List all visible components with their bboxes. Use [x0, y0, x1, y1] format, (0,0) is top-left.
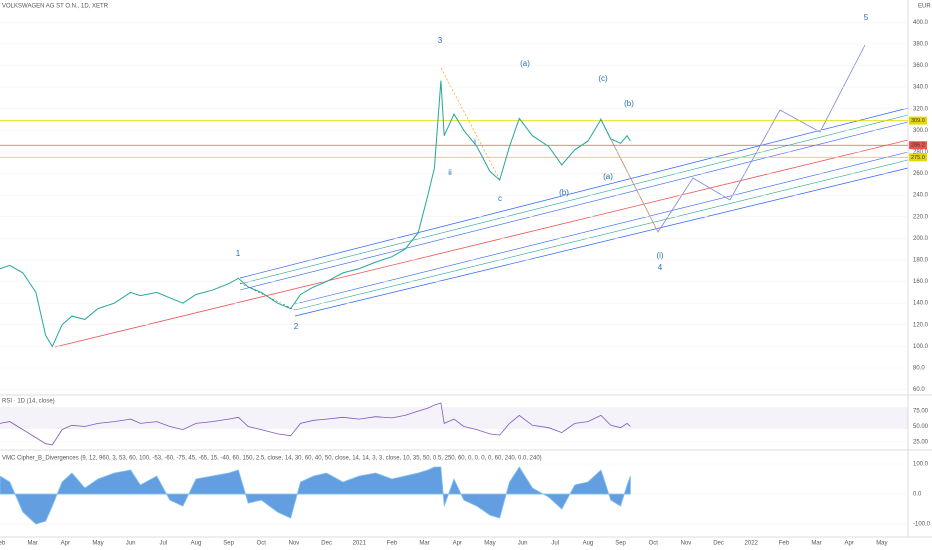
x-tick-label: May: [484, 541, 495, 547]
x-tick-label: Feb: [779, 541, 790, 547]
y-tick-label: 240.0: [913, 193, 929, 199]
y-tick-label: 160.0: [913, 279, 929, 285]
fib-line: [440, 67, 501, 181]
price-label: 309.0: [911, 118, 925, 124]
channel-line: [239, 107, 909, 279]
y-tick-label: 340.0: [913, 85, 929, 91]
x-tick-label: Sep: [615, 541, 626, 547]
cipher-title: VMC Cipher_B_Divergences (9, 12, 960, 3,…: [2, 456, 542, 462]
channel-line: [239, 121, 909, 291]
y-tick-label: 400.0: [913, 20, 929, 26]
x-tick-label: Jun: [126, 541, 136, 547]
y-tick-label: 50.00: [913, 424, 929, 430]
y-tick-label: 25.00: [913, 439, 929, 445]
projection: [599, 44, 866, 233]
x-tick-label: Nov: [289, 541, 300, 547]
y-tick-label: 80.0: [913, 366, 925, 372]
rsi-band: [0, 407, 908, 429]
x-tick-label: May: [876, 541, 887, 547]
x-tick-label: 2021: [353, 541, 367, 547]
wave-label: (b): [624, 99, 634, 108]
y-tick-label: 260.0: [913, 171, 929, 177]
y-tick-label: 0.0: [913, 492, 922, 498]
wave-label: 5: [864, 13, 869, 22]
x-tick-label: Dec: [713, 541, 724, 547]
y-tick-label: -100.0: [913, 522, 931, 528]
cipher-area: [0, 466, 631, 525]
x-tick-label: Apr: [61, 541, 70, 547]
price-line: [0, 80, 631, 348]
y-tick-label: 300.0: [913, 128, 929, 134]
x-tick-label: Apr: [845, 541, 854, 547]
channel-line: [294, 159, 909, 311]
price-label-box: [909, 141, 927, 150]
wave-label: 3: [438, 36, 443, 45]
y-tick-label: 200.0: [913, 236, 929, 242]
trend-line: [54, 139, 909, 348]
wave-label: (c): [598, 74, 608, 83]
price-label-box: [909, 116, 927, 125]
y-tick-label: 380.0: [913, 41, 929, 47]
y-tick-label: 320.0: [913, 106, 929, 112]
x-tick-label: Aug: [191, 541, 202, 547]
y-tick-label: 120.0: [913, 322, 929, 328]
x-tick-label: Sep: [223, 541, 234, 547]
x-tick-label: Mar: [811, 541, 821, 547]
rsi-title: RSI · 1D (14, close): [2, 399, 55, 405]
x-tick-label: Oct: [257, 541, 267, 547]
y-tick-label: 180.0: [913, 258, 929, 264]
wave-label: (a): [520, 59, 530, 68]
wave-label: (b): [559, 188, 569, 197]
y-tick-label: 100.0: [913, 462, 929, 468]
wave-label: 4: [658, 263, 663, 272]
price-label: 275.0: [911, 155, 925, 161]
x-tick-label: Nov: [681, 541, 692, 547]
x-tick-label: May: [92, 541, 103, 547]
y-tick-label: 360.0: [913, 63, 929, 69]
x-tick-label: Mar: [419, 541, 429, 547]
x-tick-label: Jun: [518, 541, 528, 547]
x-tick-label: Feb: [0, 541, 6, 547]
x-tick-label: 2022: [745, 541, 759, 547]
price-label-box: [909, 153, 927, 162]
wave-label: (i): [656, 251, 663, 260]
x-tick-label: Dec: [321, 541, 332, 547]
x-tick-label: Feb: [387, 541, 398, 547]
rsi-line: [0, 402, 631, 446]
wave-label: i: [474, 137, 476, 146]
channel-line: [294, 151, 909, 305]
wave-label: 1: [236, 249, 241, 258]
x-tick-label: Jul: [159, 541, 167, 547]
wave-label: 2: [294, 322, 299, 331]
price-label: 286.2: [911, 143, 925, 149]
y-tick-label: 140.0: [913, 301, 929, 307]
x-tick-label: Aug: [583, 541, 594, 547]
drawings: [54, 44, 909, 348]
y-tick-label: 280.0: [913, 150, 929, 156]
y-tick-label: 220.0: [913, 214, 929, 220]
y-tick-label: 60.0: [913, 387, 925, 393]
currency: EUR: [918, 4, 931, 10]
wave-label: (a): [603, 172, 613, 181]
x-tick-label: Mar: [27, 541, 37, 547]
wave-label: c: [498, 194, 502, 203]
wave-label: ii: [448, 168, 452, 177]
y-tick-label: 100.0: [913, 344, 929, 350]
x-tick-label: Jul: [551, 541, 559, 547]
x-tick-label: Apr: [453, 541, 462, 547]
x-tick-label: Oct: [649, 541, 659, 547]
y-tick-label: 75.00: [913, 409, 929, 415]
channel-line: [239, 114, 909, 285]
chart-title: VOLKSWAGEN AG ST O.N., 1D, XETR: [2, 4, 109, 10]
channel-line: [294, 167, 909, 317]
